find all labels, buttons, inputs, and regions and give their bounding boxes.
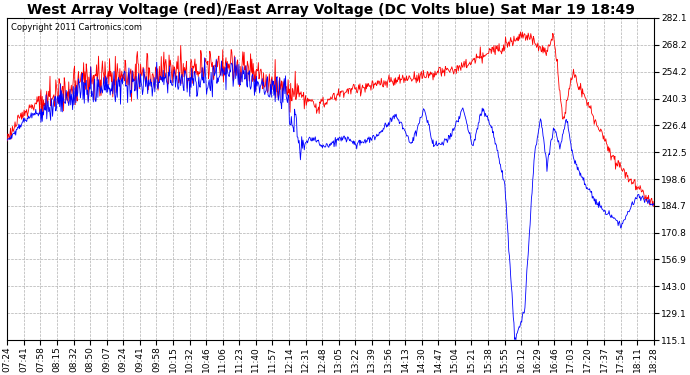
Title: West Array Voltage (red)/East Array Voltage (DC Volts blue) Sat Mar 19 18:49: West Array Voltage (red)/East Array Volt… [26,3,634,17]
Text: Copyright 2011 Cartronics.com: Copyright 2011 Cartronics.com [10,23,141,32]
